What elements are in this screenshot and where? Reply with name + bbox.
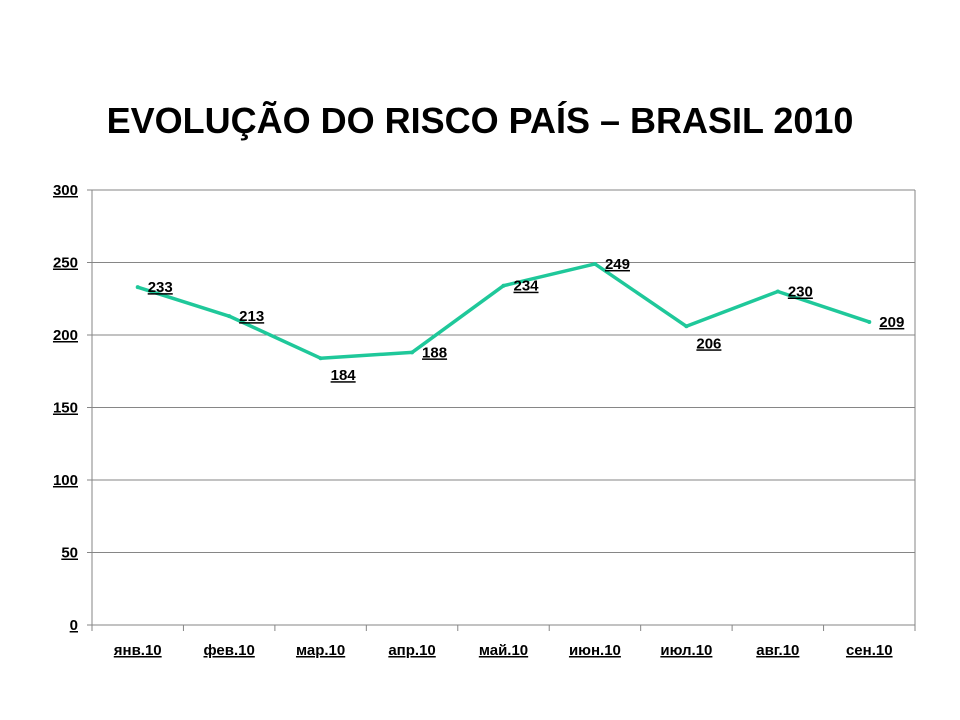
data-point [135,285,140,290]
data-label: 234 [514,278,540,295]
x-tick-label: сен.10 [846,642,893,659]
x-tick-label: апр.10 [388,642,435,659]
x-tick-label: июл.10 [660,642,712,659]
data-label: 249 [605,256,630,273]
data-label: 233 [148,279,173,296]
data-label: 213 [239,308,264,325]
y-tick-label: 100 [53,472,78,489]
x-tick-label: май.10 [479,642,528,659]
series [135,261,872,361]
data-point [867,319,872,324]
data-label: 206 [696,335,721,352]
axes [87,189,916,631]
chart-title: EVOLUÇÃO DO RISCO PAÍS – BRASIL 2010 [106,100,854,141]
y-tick-label: 150 [53,400,78,417]
y-tick-label: 200 [53,327,78,344]
x-tick-label: июн.10 [569,642,621,659]
data-point [684,324,689,329]
data-label: 184 [331,367,357,384]
y-tick-label: 50 [61,545,78,562]
data-point [501,283,506,288]
y-tick-label: 250 [53,255,78,272]
x-tick-labels: янв.10 фев.10 мар.10 апр.10 май.10 июн.10 июл.… [114,642,893,659]
y-tick-labels: 0 50 100 150 200 250 300 [53,182,78,634]
data-label: 209 [879,314,904,331]
y-tick-label: 0 [70,617,78,634]
data-point [410,350,415,355]
x-tick-label: янв.10 [114,642,162,659]
x-tick-label: мар.10 [296,642,345,659]
data-point [775,289,780,294]
data-label: 188 [422,344,447,361]
data-label: 230 [788,284,813,301]
data-labels: 233 213 184 188 234 249 206 230 209 [148,256,905,384]
data-point [592,261,597,266]
x-tick-label: авг.10 [756,642,799,659]
y-tick-label: 300 [53,182,78,199]
grid-lines [92,189,915,553]
data-point [318,356,323,361]
data-point [227,314,232,319]
x-tick-label: фев.10 [203,642,254,659]
